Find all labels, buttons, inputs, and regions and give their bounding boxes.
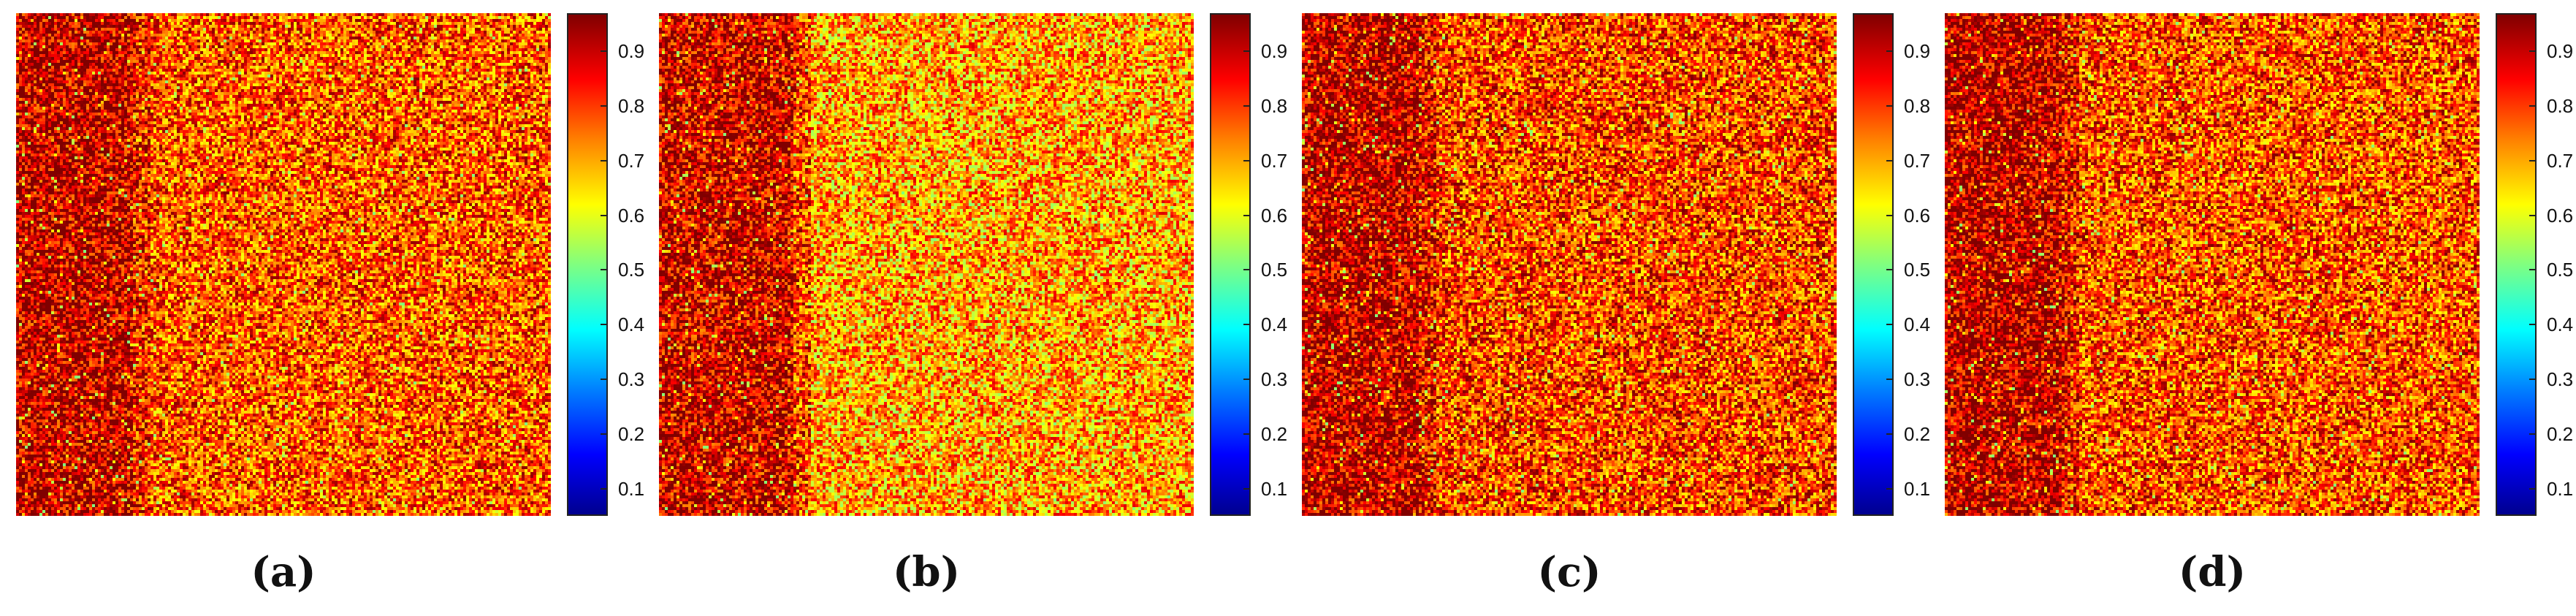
panel-label: (d) <box>2178 548 2247 596</box>
colorbar-tick-label: 0.3 <box>2547 368 2574 391</box>
colorbar-tick-mark <box>2529 433 2537 435</box>
panel-label: (b) <box>892 548 961 596</box>
colorbar-tick-mark <box>1243 324 1251 326</box>
colorbar-tick-label: 0.8 <box>2547 95 2574 118</box>
colorbar-tick-label: 0.1 <box>618 477 645 500</box>
colorbar-tick-mark <box>1886 214 1894 216</box>
colorbar-tick-mark <box>601 214 608 216</box>
colorbar-tick-mark <box>601 50 608 53</box>
colorbar-tick-label: 0.5 <box>2547 259 2574 281</box>
colorbar-tick-label: 0.5 <box>618 259 645 281</box>
colorbar-tick-mark <box>2529 324 2537 326</box>
colorbar-tick-mark <box>1886 50 1894 53</box>
colorbar-tick-mark <box>1243 50 1251 53</box>
colorbar-tick-mark <box>1243 214 1251 216</box>
colorbar-tick-mark <box>1243 105 1251 107</box>
colorbar-tick-label: 0.9 <box>1904 40 1931 63</box>
colorbar <box>1210 13 1251 516</box>
colorbar-tick-mark <box>601 379 608 381</box>
colorbar-tick-label: 0.6 <box>1261 204 1288 227</box>
colorbar-tick-mark <box>1243 379 1251 381</box>
colorbar-tick-label: 0.7 <box>618 149 645 172</box>
colorbar-tick-label: 0.8 <box>1904 95 1931 118</box>
panel-label: (c) <box>1537 548 1601 596</box>
colorbar-tick-mark <box>1886 433 1894 435</box>
colorbar-tick-mark <box>601 159 608 161</box>
colorbar-tick-label: 0.5 <box>1904 259 1931 281</box>
colorbar-tick-label: 0.2 <box>618 422 645 445</box>
colorbar-tick-label: 0.6 <box>618 204 645 227</box>
panel-c: 0.1 0.2 0.3 0.4 0.5 0.6 0.7 0.8 0.9 (c) <box>1286 0 1930 616</box>
colorbar-tick-mark <box>2529 269 2537 271</box>
colorbar-tick-mark <box>2529 214 2537 216</box>
colorbar-tick-mark <box>2529 50 2537 53</box>
colorbar-tick-label: 0.9 <box>1261 40 1288 63</box>
colorbar-tick-label: 0.1 <box>1904 477 1931 500</box>
heatmap-image <box>659 13 1194 516</box>
colorbar-tick-mark <box>1243 159 1251 161</box>
colorbar-tick-mark <box>1886 487 1894 490</box>
colorbar-tick-mark <box>2529 105 2537 107</box>
colorbar-tick-label: 0.6 <box>1904 204 1931 227</box>
colorbar-tick-mark <box>1243 433 1251 435</box>
colorbar-tick-mark <box>1886 159 1894 161</box>
colorbar-tick-mark <box>601 487 608 490</box>
panel-d: 0.1 0.2 0.3 0.4 0.5 0.6 0.7 0.8 0.9 (d) <box>1929 0 2573 616</box>
colorbar-tick-mark <box>601 269 608 271</box>
colorbar-tick-label: 0.4 <box>618 313 645 336</box>
colorbar-tick-mark <box>1886 324 1894 326</box>
colorbar-tick-label: 0.2 <box>1261 422 1288 445</box>
colorbar-tick-label: 0.8 <box>1261 95 1288 118</box>
heatmap-image <box>1945 13 2480 516</box>
colorbar-tick-mark <box>2529 159 2537 161</box>
colorbar-tick-label: 0.2 <box>1904 422 1931 445</box>
colorbar-tick-mark <box>1886 105 1894 107</box>
colorbar-tick-label: 0.2 <box>2547 422 2574 445</box>
colorbar-tick-label: 0.3 <box>1904 368 1931 391</box>
colorbar-tick-mark <box>1243 269 1251 271</box>
colorbar-tick-label: 0.8 <box>618 95 645 118</box>
colorbar-tick-label: 0.6 <box>2547 204 2574 227</box>
colorbar-tick-mark <box>601 433 608 435</box>
colorbar <box>2496 13 2537 516</box>
colorbar-tick-label: 0.4 <box>1904 313 1931 336</box>
panel-a: 0.1 0.2 0.3 0.4 0.5 0.6 0.7 0.8 0.9 (a) <box>0 0 644 616</box>
colorbar <box>1853 13 1894 516</box>
colorbar-tick-label: 0.1 <box>1261 477 1288 500</box>
heatmap-image <box>1302 13 1837 516</box>
colorbar-tick-label: 0.3 <box>618 368 645 391</box>
colorbar-tick-label: 0.4 <box>2547 313 2574 336</box>
colorbar-tick-label: 0.7 <box>1904 149 1931 172</box>
colorbar-tick-label: 0.4 <box>1261 313 1288 336</box>
colorbar-tick-label: 0.5 <box>1261 259 1288 281</box>
colorbar-tick-label: 0.7 <box>1261 149 1288 172</box>
panel-label: (a) <box>251 548 316 596</box>
colorbar-tick-label: 0.9 <box>2547 40 2574 63</box>
colorbar-tick-label: 0.1 <box>2547 477 2574 500</box>
colorbar <box>567 13 608 516</box>
colorbar-tick-mark <box>2529 379 2537 381</box>
colorbar-tick-mark <box>601 324 608 326</box>
colorbar-tick-mark <box>1886 269 1894 271</box>
colorbar-tick-label: 0.3 <box>1261 368 1288 391</box>
colorbar-tick-mark <box>1886 379 1894 381</box>
colorbar-tick-mark <box>601 105 608 107</box>
panel-b: 0.1 0.2 0.3 0.4 0.5 0.6 0.7 0.8 0.9 (b) <box>643 0 1287 616</box>
heatmap-image <box>16 13 551 516</box>
colorbar-tick-mark <box>2529 487 2537 490</box>
colorbar-tick-label: 0.9 <box>618 40 645 63</box>
colorbar-tick-label: 0.7 <box>2547 149 2574 172</box>
colorbar-tick-mark <box>1243 487 1251 490</box>
